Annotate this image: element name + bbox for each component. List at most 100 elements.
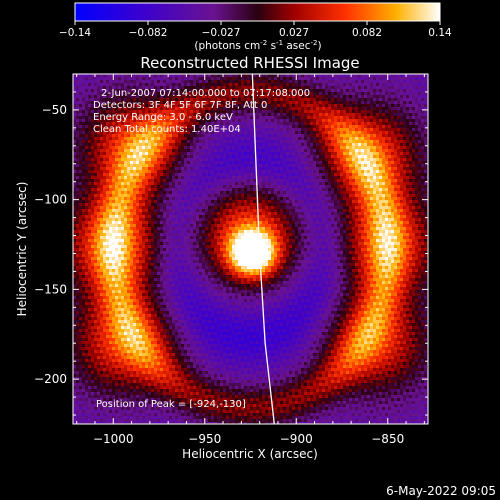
heatmap-cell: [172, 152, 175, 155]
heatmap-cell: [103, 185, 106, 188]
heatmap-cell: [166, 107, 169, 110]
heatmap-cell: [136, 278, 139, 281]
heatmap-cell: [154, 398, 157, 401]
heatmap-cell: [157, 200, 160, 203]
heatmap-cell: [166, 422, 169, 424]
heatmap-cell: [136, 95, 139, 98]
heatmap-cell: [103, 158, 106, 161]
heatmap-cell: [100, 236, 103, 239]
heatmap-cell: [196, 269, 199, 272]
heatmap-cell: [175, 209, 178, 212]
heatmap-cell: [187, 344, 190, 347]
heatmap-cell: [166, 200, 169, 203]
heatmap-cell: [85, 263, 88, 266]
heatmap-cell: [175, 308, 178, 311]
heatmap-cell: [154, 98, 157, 101]
heatmap-cell: [184, 206, 187, 209]
heatmap-cell: [82, 245, 85, 248]
heatmap-cell: [130, 200, 133, 203]
heatmap-cell: [199, 272, 202, 275]
heatmap-cell: [172, 341, 175, 344]
heatmap-cell: [157, 287, 160, 290]
heatmap-cell: [100, 221, 103, 224]
heatmap-cell: [91, 224, 94, 227]
heatmap-cell: [196, 131, 199, 134]
heatmap-cell: [76, 356, 79, 359]
heatmap-cell: [106, 416, 109, 419]
heatmap-cell: [199, 119, 202, 122]
heatmap-cell: [85, 110, 88, 113]
heatmap-cell: [115, 143, 118, 146]
heatmap-cell: [100, 107, 103, 110]
heatmap-cell: [184, 179, 187, 182]
heatmap-cell: [145, 173, 148, 176]
heatmap-cell: [145, 284, 148, 287]
heatmap-cell: [181, 77, 184, 80]
heatmap-cell: [187, 302, 190, 305]
heatmap-cell: [136, 254, 139, 257]
heatmap-cell: [136, 305, 139, 308]
heatmap-cell: [100, 170, 103, 173]
heatmap-cell: [178, 284, 181, 287]
heatmap-cell: [130, 131, 133, 134]
heatmap-cell: [160, 125, 163, 128]
heatmap-cell: [106, 239, 109, 242]
heatmap-cell: [133, 230, 136, 233]
heatmap-cell: [199, 107, 202, 110]
heatmap-cell: [187, 287, 190, 290]
heatmap-cell: [124, 275, 127, 278]
heatmap-cell: [118, 146, 121, 149]
heatmap-cell: [172, 227, 175, 230]
heatmap-cell: [133, 134, 136, 137]
heatmap-cell: [148, 83, 151, 86]
heatmap-cell: [130, 413, 133, 416]
heatmap-cell: [175, 392, 178, 395]
heatmap-cell: [109, 395, 112, 398]
heatmap-cell: [169, 407, 172, 410]
heatmap-cell: [100, 260, 103, 263]
heatmap-cell: [169, 371, 172, 374]
heatmap-cell: [136, 332, 139, 335]
heatmap-cell: [175, 185, 178, 188]
heatmap-cell: [79, 320, 82, 323]
heatmap-cell: [190, 158, 193, 161]
heatmap-cell: [175, 416, 178, 419]
heatmap-cell: [115, 275, 118, 278]
heatmap-cell: [184, 350, 187, 353]
heatmap-cell: [82, 203, 85, 206]
heatmap-cell: [145, 170, 148, 173]
heatmap-cell: [142, 293, 145, 296]
heatmap-cell: [142, 410, 145, 413]
heatmap-cell: [163, 104, 166, 107]
heatmap-cell: [136, 260, 139, 263]
heatmap-cell: [175, 122, 178, 125]
heatmap-cell: [100, 116, 103, 119]
heatmap-cell: [184, 266, 187, 269]
heatmap-cell: [160, 293, 163, 296]
heatmap-cell: [154, 299, 157, 302]
heatmap-cell: [91, 188, 94, 191]
heatmap-cell: [151, 242, 154, 245]
heatmap-cell: [130, 287, 133, 290]
heatmap-cell: [94, 122, 97, 125]
heatmap-cell: [154, 224, 157, 227]
heatmap-cell: [169, 164, 172, 167]
heatmap-cell: [166, 407, 169, 410]
heatmap-cell: [181, 74, 184, 77]
heatmap-cell: [148, 290, 151, 293]
heatmap-cell: [133, 182, 136, 185]
heatmap-cell: [145, 350, 148, 353]
heatmap-cell: [169, 413, 172, 416]
heatmap-cell: [190, 383, 193, 386]
heatmap-cell: [148, 104, 151, 107]
heatmap-cell: [139, 272, 142, 275]
heatmap-cell: [88, 86, 91, 89]
heatmap-cell: [175, 200, 178, 203]
heatmap-cell: [130, 137, 133, 140]
heatmap-cell: [79, 104, 82, 107]
heatmap-cell: [160, 203, 163, 206]
heatmap-cell: [178, 227, 181, 230]
heatmap-cell: [88, 269, 91, 272]
heatmap-cell: [97, 92, 100, 95]
heatmap-cell: [94, 95, 97, 98]
